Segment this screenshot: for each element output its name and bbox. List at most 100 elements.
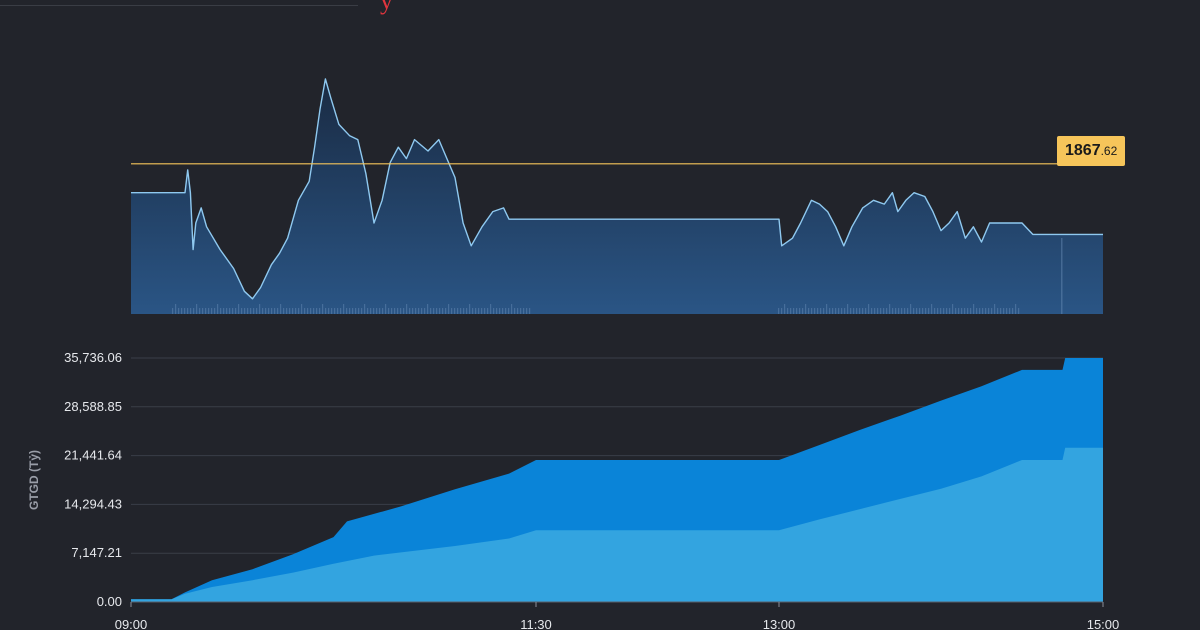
volume-tick bbox=[388, 308, 390, 314]
volume-tick bbox=[904, 308, 906, 314]
volume-tick bbox=[781, 308, 783, 314]
volume-tick bbox=[874, 308, 876, 314]
volume-tick bbox=[526, 308, 528, 314]
volume-tick bbox=[883, 308, 885, 314]
volume-tick bbox=[418, 308, 420, 314]
volume-tick bbox=[196, 304, 198, 314]
volume-tick bbox=[217, 304, 219, 314]
volume-tick bbox=[214, 308, 216, 314]
volume-tick bbox=[973, 304, 975, 314]
volume-tick bbox=[520, 308, 522, 314]
volume-tick bbox=[925, 308, 927, 314]
volume-tick bbox=[448, 304, 450, 314]
volume-tick bbox=[802, 308, 804, 314]
volume-tick bbox=[274, 308, 276, 314]
volume-tick bbox=[346, 308, 348, 314]
volume-tick bbox=[427, 304, 429, 314]
volume-tick bbox=[922, 308, 924, 314]
index-price-panel bbox=[131, 78, 1123, 314]
volume-tick bbox=[487, 308, 489, 314]
y-tick-label: 14,294.43 bbox=[64, 496, 122, 511]
volume-tick bbox=[259, 304, 261, 314]
volume-tick bbox=[316, 308, 318, 314]
volume-tick bbox=[178, 308, 180, 314]
volume-tick bbox=[244, 308, 246, 314]
volume-tick bbox=[1061, 238, 1063, 314]
volume-tick bbox=[349, 308, 351, 314]
volume-tick bbox=[961, 308, 963, 314]
volume-tick bbox=[817, 308, 819, 314]
volume-tick bbox=[823, 308, 825, 314]
volume-tick bbox=[1006, 308, 1008, 314]
x-tick-label: 13:00 bbox=[763, 617, 796, 630]
volume-tick bbox=[331, 308, 333, 314]
volume-tick bbox=[445, 308, 447, 314]
volume-tick bbox=[868, 304, 870, 314]
volume-tick bbox=[958, 308, 960, 314]
volume-tick bbox=[421, 308, 423, 314]
volume-tick bbox=[1015, 304, 1017, 314]
volume-tick bbox=[187, 308, 189, 314]
volume-tick bbox=[841, 308, 843, 314]
volume-tick bbox=[844, 308, 846, 314]
price-area-fill bbox=[131, 79, 1103, 314]
volume-tick bbox=[937, 308, 939, 314]
volume-tick bbox=[232, 308, 234, 314]
volume-tick bbox=[376, 308, 378, 314]
volume-tick bbox=[982, 308, 984, 314]
volume-tick bbox=[787, 308, 789, 314]
volume-tick bbox=[490, 304, 492, 314]
volume-ticks bbox=[172, 238, 1063, 314]
volume-tick bbox=[913, 308, 915, 314]
volume-tick bbox=[916, 308, 918, 314]
volume-tick bbox=[946, 308, 948, 314]
volume-tick bbox=[361, 308, 363, 314]
volume-tick bbox=[211, 308, 213, 314]
volume-tick bbox=[856, 308, 858, 314]
volume-tick bbox=[181, 308, 183, 314]
volume-tick bbox=[370, 308, 372, 314]
volume-tick bbox=[811, 308, 813, 314]
volume-tick bbox=[190, 308, 192, 314]
volume-tick bbox=[409, 308, 411, 314]
y-tick-label: 35,736.06 bbox=[64, 350, 122, 365]
volume-tick bbox=[175, 304, 177, 314]
volume-tick bbox=[205, 308, 207, 314]
price-line bbox=[131, 78, 1103, 300]
volume-tick bbox=[313, 308, 315, 314]
volume-tick bbox=[784, 304, 786, 314]
volume-tick bbox=[367, 308, 369, 314]
current-price-integer: 1867 bbox=[1065, 142, 1101, 159]
volume-tick bbox=[493, 308, 495, 314]
volume-tick bbox=[457, 308, 459, 314]
volume-tick bbox=[952, 304, 954, 314]
volume-tick bbox=[298, 308, 300, 314]
volume-tick bbox=[280, 304, 282, 314]
volume-tick bbox=[964, 308, 966, 314]
volume-tick bbox=[247, 308, 249, 314]
volume-tick bbox=[895, 308, 897, 314]
y-tick-label: 7,147.21 bbox=[71, 545, 122, 560]
volume-tick bbox=[808, 308, 810, 314]
volume-tick bbox=[865, 308, 867, 314]
volume-tick bbox=[469, 304, 471, 314]
volume-tick bbox=[442, 308, 444, 314]
volume-tick bbox=[847, 304, 849, 314]
volume-tick bbox=[292, 308, 294, 314]
volume-tick bbox=[265, 308, 267, 314]
volume-tick bbox=[199, 308, 201, 314]
volume-tick bbox=[934, 308, 936, 314]
y-tick-label: 0.00 bbox=[97, 594, 122, 609]
volume-tick bbox=[343, 304, 345, 314]
volume-tick bbox=[277, 308, 279, 314]
volume-tick bbox=[466, 308, 468, 314]
volume-tick bbox=[496, 308, 498, 314]
volume-tick bbox=[832, 308, 834, 314]
volume-tick bbox=[355, 308, 357, 314]
volume-tick bbox=[1009, 308, 1011, 314]
volume-tick bbox=[184, 308, 186, 314]
volume-tick bbox=[271, 308, 273, 314]
volume-tick bbox=[268, 308, 270, 314]
volume-tick bbox=[481, 308, 483, 314]
volume-tick bbox=[226, 308, 228, 314]
